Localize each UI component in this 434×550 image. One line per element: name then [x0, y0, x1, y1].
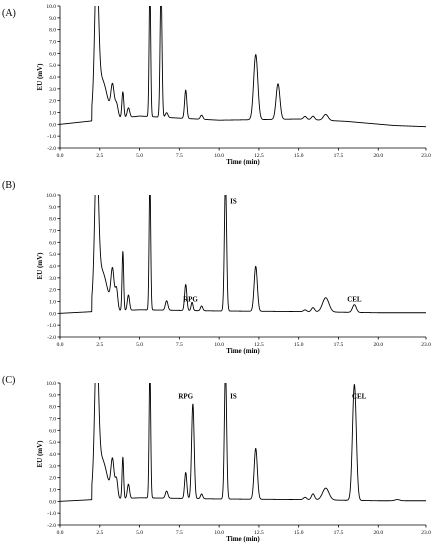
x-tick-label: 5.0 [136, 530, 143, 536]
x-tick-label: 15.0 [294, 530, 304, 536]
y-tick-label: 3.0 [49, 276, 56, 282]
y-tick-label: 2.0 [49, 476, 56, 482]
x-tick-label: 0.0 [57, 153, 64, 159]
y-tick-label: 2.0 [49, 288, 56, 294]
y-tick-label: 5.0 [49, 440, 56, 446]
y-tick-label: 7.0 [49, 229, 56, 235]
x-tick-label: 0.0 [57, 342, 64, 348]
x-tick-label: 10.0 [214, 530, 224, 536]
panel-2: (B) -2.0 -1.0 0.0 1.0 2.0 3.0 4.0 5.0 6.0 7.0 8.0 9.… [2, 180, 431, 355]
x-tick-label: 15.0 [294, 342, 304, 348]
x-tick-label: 7.5 [176, 530, 183, 536]
y-tick-label: 6.0 [49, 240, 56, 246]
y-tick-label: 7.0 [49, 40, 56, 46]
peak-annotation-is: IS [230, 392, 237, 400]
x-axis-label: Time (min) [226, 158, 260, 166]
y-tick-label: 0.0 [49, 499, 56, 505]
x-tick-label: 20.0 [373, 342, 383, 348]
x-axis-label: Time (min) [226, 347, 260, 355]
x-tick-label: 20.0 [373, 153, 383, 159]
y-tick-label: 1.0 [49, 488, 56, 494]
y-tick-label: -2.0 [47, 523, 56, 529]
y-tick-label: 3.0 [49, 464, 56, 470]
x-tick-label: 10.0 [214, 153, 224, 159]
x-tick-label: 0.0 [57, 530, 64, 536]
x-tick-label: 7.5 [176, 153, 183, 159]
x-tick-label: 23.0 [421, 530, 431, 536]
x-tick-label: 23.0 [421, 153, 431, 159]
x-tick-label: 20.0 [373, 530, 383, 536]
y-axis-label: EU (mV) [36, 440, 44, 468]
y-tick-label: 4.0 [49, 264, 56, 270]
x-tick-label: 2.5 [96, 342, 103, 348]
y-tick-label: 10.0 [46, 381, 56, 387]
peak-annotation-cel: CEL [347, 296, 362, 304]
panel-1: (A) -2.0 -1.0 0.0 1.0 2.0 3.0 4.0 5.0 6.0 7.0 8.0 9.… [2, 4, 431, 166]
y-tick-label: 0.0 [49, 122, 56, 128]
y-tick-label: 7.0 [49, 417, 56, 423]
x-tick-label: 2.5 [96, 530, 103, 536]
x-tick-label: 7.5 [176, 342, 183, 348]
chromatogram-trace [60, 383, 426, 502]
y-tick-label: -2.0 [47, 335, 56, 341]
y-tick-label: 8.0 [49, 405, 56, 411]
y-tick-label: 1.0 [49, 300, 56, 306]
y-tick-label: -2.0 [47, 146, 56, 152]
y-tick-label: 0.0 [49, 311, 56, 317]
y-tick-label: -1.0 [47, 511, 56, 517]
y-tick-label: 3.0 [49, 87, 56, 93]
peak-annotation-rpg: RPG [183, 296, 198, 304]
x-tick-label: 12.5 [254, 342, 264, 348]
y-tick-label: 10.0 [46, 193, 56, 199]
y-tick-label: 6.0 [49, 428, 56, 434]
x-tick-label: 23.0 [421, 342, 431, 348]
peak-annotation-is: IS [230, 197, 237, 205]
x-tick-label: 12.5 [254, 153, 264, 159]
y-tick-label: 4.0 [49, 452, 56, 458]
chromatogram-trace [60, 6, 426, 128]
y-tick-label: 9.0 [49, 205, 56, 211]
peak-annotation-rpg: RPG [178, 392, 193, 400]
y-tick-label: 4.0 [49, 75, 56, 81]
y-tick-label: 9.0 [49, 393, 56, 399]
peak-annotation-cel: CEL [352, 392, 367, 400]
y-tick-label: 9.0 [49, 16, 56, 22]
x-tick-label: 17.5 [334, 530, 344, 536]
y-tick-label: 5.0 [49, 63, 56, 69]
x-tick-label: 2.5 [96, 153, 103, 159]
y-tick-label: 5.0 [49, 252, 56, 258]
y-axis-label: EU (mV) [36, 63, 44, 91]
panel-label: (C) [2, 375, 15, 386]
panel-label: (A) [2, 8, 16, 19]
y-tick-label: 2.0 [49, 99, 56, 105]
panel-3: (C) -2.0 -1.0 0.0 1.0 2.0 3.0 4.0 5.0 6.0 7.0 8.0 9.… [2, 375, 431, 543]
y-tick-label: 10.0 [46, 4, 56, 10]
panel-label: (B) [2, 180, 15, 191]
x-tick-label: 15.0 [294, 153, 304, 159]
x-tick-label: 10.0 [214, 342, 224, 348]
y-tick-label: 8.0 [49, 217, 56, 223]
y-tick-label: 6.0 [49, 51, 56, 57]
y-tick-label: -1.0 [47, 323, 56, 329]
y-axis-label: EU (mV) [36, 252, 44, 280]
x-tick-label: 17.5 [334, 153, 344, 159]
y-tick-label: 8.0 [49, 28, 56, 34]
y-tick-label: 1.0 [49, 111, 56, 117]
chromatogram-trace [60, 195, 426, 314]
x-axis-label: Time (min) [226, 535, 260, 543]
x-tick-label: 5.0 [136, 342, 143, 348]
x-tick-label: 17.5 [334, 342, 344, 348]
x-tick-label: 5.0 [136, 153, 143, 159]
y-tick-label: -1.0 [47, 134, 56, 140]
x-tick-label: 12.5 [254, 530, 264, 536]
